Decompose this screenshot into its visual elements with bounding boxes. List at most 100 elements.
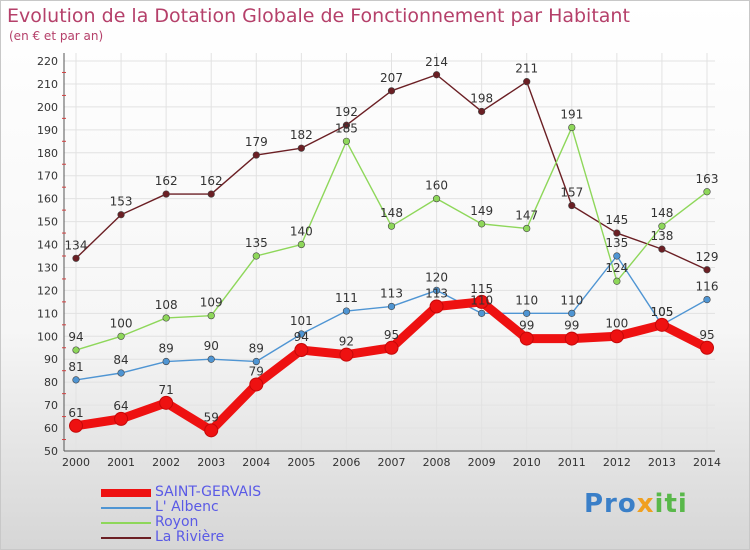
data-point: [478, 107, 486, 116]
data-label: 135: [605, 236, 628, 250]
data-point: [387, 222, 396, 230]
data-point: [564, 331, 579, 346]
data-point: [519, 331, 534, 346]
data-point: [252, 357, 260, 366]
data-label: 92: [339, 335, 354, 349]
data-label: 162: [155, 174, 178, 188]
data-point: [342, 307, 351, 315]
data-label: 110: [515, 293, 538, 307]
data-point: [72, 254, 80, 262]
data-label: 163: [696, 172, 719, 186]
y-tick-label: 120: [37, 284, 58, 297]
data-label: 100: [110, 316, 133, 330]
x-tick-label: 2014: [693, 456, 721, 469]
data-point: [69, 418, 83, 433]
data-point: [523, 309, 531, 317]
data-label: 101: [290, 314, 313, 328]
y-tick-label: 50: [44, 445, 58, 458]
data-point: [432, 286, 441, 295]
x-tick-label: 2000: [62, 456, 90, 469]
data-label: 140: [290, 225, 313, 239]
data-point: [523, 78, 531, 86]
data-label: 89: [159, 342, 174, 356]
legend-swatch: [101, 522, 151, 524]
data-label: 100: [605, 316, 628, 330]
data-label: 191: [560, 108, 583, 122]
y-tick-label: 80: [44, 376, 58, 389]
data-point: [700, 340, 714, 355]
data-point: [162, 357, 170, 366]
data-point: [252, 151, 260, 159]
data-point: [342, 137, 351, 145]
y-tick-label: 210: [37, 78, 58, 91]
data-point: [703, 188, 711, 196]
data-label: 134: [65, 238, 88, 252]
data-label: 71: [159, 383, 174, 397]
x-tick-label: 2009: [468, 456, 496, 469]
y-tick-label: 160: [37, 193, 58, 206]
data-label: 95: [384, 328, 399, 342]
y-tick-label: 100: [37, 330, 58, 343]
y-tick-label: 220: [37, 55, 58, 68]
data-point: [478, 309, 486, 317]
chart-title: Evolution de la Dotation Globale de Fonc…: [7, 5, 630, 27]
y-tick-label: 140: [37, 239, 58, 252]
data-point: [294, 343, 309, 358]
data-point: [613, 252, 621, 260]
data-point: [114, 411, 129, 426]
data-point: [297, 240, 305, 249]
data-label: 108: [155, 298, 178, 312]
data-point: [568, 123, 576, 132]
data-point: [613, 229, 621, 237]
data-point: [432, 195, 441, 203]
data-point: [342, 121, 351, 129]
data-point: [568, 201, 576, 210]
data-label: 84: [113, 353, 128, 367]
data-label: 109: [200, 296, 223, 310]
data-point: [703, 295, 711, 304]
x-tick-label: 2007: [378, 456, 406, 469]
data-point: [162, 314, 170, 322]
data-point: [207, 312, 215, 320]
data-label: 111: [335, 291, 358, 305]
data-label: 113: [425, 286, 448, 300]
data-label: 153: [110, 195, 133, 209]
proxiti-logo: Proxiti: [584, 489, 688, 519]
x-tick-label: 2011: [558, 456, 586, 469]
data-point: [72, 376, 80, 384]
data-label: 61: [68, 406, 83, 420]
y-tick-label: 70: [44, 399, 58, 412]
data-label: 148: [650, 206, 673, 220]
data-label: 148: [380, 206, 403, 220]
data-point: [387, 302, 396, 311]
data-label: 110: [470, 293, 493, 307]
x-tick-label: 2008: [423, 456, 451, 469]
data-point: [474, 294, 489, 309]
data-point: [117, 211, 125, 219]
chart-subtitle: (en € et par an): [9, 29, 104, 43]
data-label: 198: [470, 91, 493, 105]
x-tick-label: 2002: [152, 456, 180, 469]
data-label: 207: [380, 71, 403, 85]
data-label: 149: [470, 204, 493, 218]
data-label: 162: [200, 174, 223, 188]
legend-label: La Rivière: [155, 529, 225, 545]
legend-swatch: [101, 507, 151, 509]
data-point: [387, 87, 396, 95]
legend-label: L' Albenc: [155, 499, 219, 515]
x-tick-label: 2013: [648, 456, 676, 469]
data-point: [162, 190, 170, 198]
x-tick-label: 2003: [197, 456, 225, 469]
data-point: [204, 423, 219, 438]
y-tick-label: 130: [37, 261, 58, 274]
data-label: 89: [249, 342, 264, 356]
data-label: 120: [425, 270, 448, 284]
data-label: 138: [650, 229, 673, 243]
legend-swatch: [101, 489, 151, 497]
data-label: 116: [696, 280, 719, 294]
data-point: [297, 330, 305, 338]
data-label: 211: [515, 62, 538, 76]
data-point: [117, 332, 125, 340]
data-label: 179: [245, 135, 268, 149]
